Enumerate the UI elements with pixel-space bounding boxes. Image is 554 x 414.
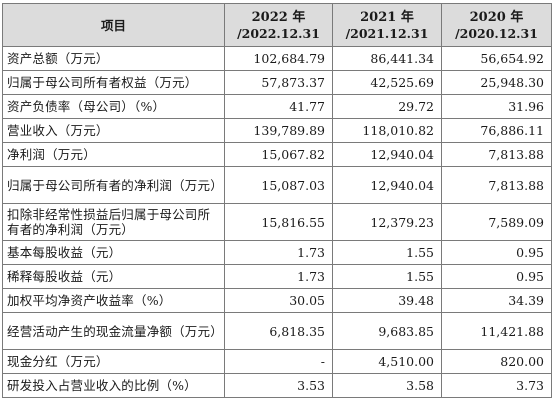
header-2021: 2021 年 /2021.12.31 (332, 3, 442, 47)
value-2021: 12,379.23 (332, 203, 442, 241)
row-label: 归属于母公司所有者权益（万元） (2, 70, 225, 95)
value-2021: 118,010.82 (332, 118, 442, 143)
header-2021-year: 2021 年 (360, 9, 414, 25)
value-2021: 29.72 (332, 94, 442, 119)
row-label: 经营活动产生的现金流量净额（万元） (2, 312, 225, 350)
table-row: 稀释每股收益（元） 1.73 1.55 0.95 (2, 264, 552, 289)
value-2022: 1.73 (224, 264, 333, 289)
row-label: 资产负债率（母公司）（%） (2, 94, 225, 119)
row-label: 现金分红（万元） (2, 349, 225, 374)
table-row: 资产总额（万元） 102,684.79 86,441.34 56,654.92 (2, 46, 552, 71)
value-2020: 11,421.88 (441, 312, 552, 350)
value-2022: 6,818.35 (224, 312, 333, 350)
value-2020: 56,654.92 (441, 46, 552, 71)
row-label: 研发投入占营业收入的比例（%） (2, 373, 225, 398)
table-row: 资产负债率（母公司）（%） 41.77 29.72 31.96 (2, 94, 552, 119)
table-row: 归属于母公司所有者权益（万元） 57,873.37 42,525.69 25,9… (2, 70, 552, 95)
value-2022: 1.73 (224, 240, 333, 265)
value-2021: 12,940.04 (332, 166, 442, 204)
row-label: 扣除非经常性损益后归属于母公司所有者的净利润（万元） (2, 203, 225, 241)
table-row: 营业收入（万元） 139,789.89 118,010.82 76,886.11 (2, 118, 552, 143)
value-2021: 39.48 (332, 288, 442, 313)
value-2020: 820.00 (441, 349, 552, 374)
value-2020: 34.39 (441, 288, 552, 313)
row-label: 营业收入（万元） (2, 118, 225, 143)
table-row: 现金分红（万元） - 4,510.00 820.00 (2, 349, 552, 374)
header-2021-date: /2021.12.31 (345, 25, 429, 41)
value-2022: 3.53 (224, 373, 333, 398)
value-2021: 1.55 (332, 240, 442, 265)
row-label: 资产总额（万元） (2, 46, 225, 71)
value-2021: 86,441.34 (332, 46, 442, 71)
value-2021: 3.58 (332, 373, 442, 398)
header-row: 项目 2022 年 /2022.12.31 2021 年 /2021.12.31… (2, 3, 552, 47)
header-2020: 2020 年 /2020.12.31 (441, 3, 552, 47)
value-2022: 15,816.55 (224, 203, 333, 241)
row-label: 加权平均净资产收益率（%） (2, 288, 225, 313)
financial-data-table-container: 项目 2022 年 /2022.12.31 2021 年 /2021.12.31… (2, 3, 552, 398)
value-2020: 25,948.30 (441, 70, 552, 95)
header-2020-year: 2020 年 (469, 9, 524, 25)
value-2021: 42,525.69 (332, 70, 442, 95)
table-row: 加权平均净资产收益率（%） 30.05 39.48 34.39 (2, 288, 552, 313)
financial-data-table: 项目 2022 年 /2022.12.31 2021 年 /2021.12.31… (2, 3, 552, 398)
value-2022: 30.05 (224, 288, 333, 313)
value-2021: 1.55 (332, 264, 442, 289)
header-2020-date: /2020.12.31 (455, 25, 538, 41)
value-2022: 41.77 (224, 94, 333, 119)
row-label: 稀释每股收益（元） (2, 264, 225, 289)
value-2021: 4,510.00 (332, 349, 442, 374)
row-label: 归属于母公司所有者的净利润（万元） (2, 166, 225, 204)
table-row: 扣除非经常性损益后归属于母公司所有者的净利润（万元） 15,816.55 12,… (2, 203, 552, 241)
row-label: 基本每股收益（元） (2, 240, 225, 265)
header-item: 项目 (2, 3, 225, 47)
value-2020: 7,813.88 (441, 142, 552, 167)
value-2022: 15,067.82 (224, 142, 333, 167)
value-2020: 31.96 (441, 94, 552, 119)
value-2020: 3.73 (441, 373, 552, 398)
value-2020: 7,589.09 (441, 203, 552, 241)
header-2022-year: 2022 年 (251, 9, 306, 25)
value-2020: 0.95 (441, 240, 552, 265)
table-row: 净利润（万元） 15,067.82 12,940.04 7,813.88 (2, 142, 552, 167)
header-2022-date: /2022.12.31 (237, 25, 320, 41)
value-2022: 102,684.79 (224, 46, 333, 71)
table-row: 经营活动产生的现金流量净额（万元） 6,818.35 9,683.85 11,4… (2, 312, 552, 350)
value-2022: 15,087.03 (224, 166, 333, 204)
value-2020: 0.95 (441, 264, 552, 289)
table-row: 研发投入占营业收入的比例（%） 3.53 3.58 3.73 (2, 373, 552, 398)
table-row: 基本每股收益（元） 1.73 1.55 0.95 (2, 240, 552, 265)
value-2022: - (224, 349, 333, 374)
value-2022: 139,789.89 (224, 118, 333, 143)
value-2020: 7,813.88 (441, 166, 552, 204)
value-2020: 76,886.11 (441, 118, 552, 143)
row-label: 净利润（万元） (2, 142, 225, 167)
value-2021: 9,683.85 (332, 312, 442, 350)
table-row: 归属于母公司所有者的净利润（万元） 15,087.03 12,940.04 7,… (2, 166, 552, 204)
value-2022: 57,873.37 (224, 70, 333, 95)
value-2021: 12,940.04 (332, 142, 442, 167)
header-2022: 2022 年 /2022.12.31 (224, 3, 333, 47)
